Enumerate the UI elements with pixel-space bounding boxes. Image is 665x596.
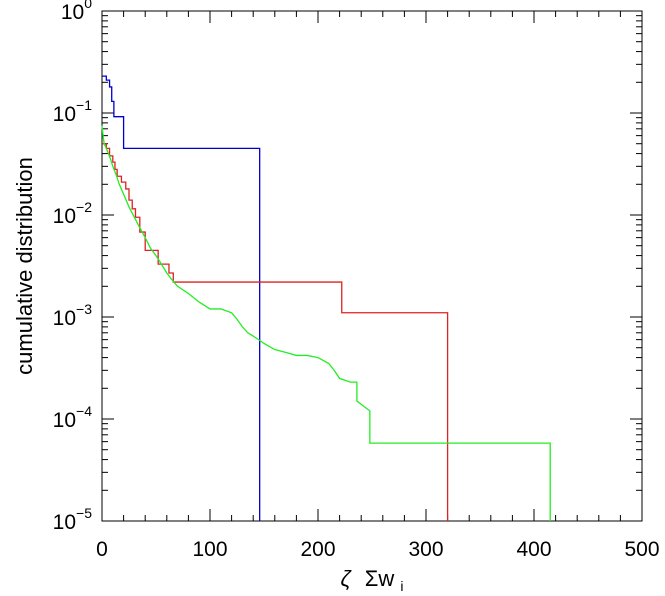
series-line-2: [102, 143, 449, 521]
x-axis-ticks: 0 100 200 300 400 500: [96, 11, 660, 561]
y-axis-label: cumulative distribution: [12, 157, 37, 375]
x-tick-label: 500: [624, 538, 659, 561]
x-tick-label: 400: [516, 538, 551, 561]
series-lines: [101, 75, 551, 521]
y-tick-label: 10−5: [53, 505, 93, 534]
x-tick-label: 100: [192, 538, 227, 561]
y-tick-label: 10−2: [53, 199, 93, 228]
y-tick-base: 10: [53, 103, 76, 126]
x-tick-label: 200: [300, 538, 335, 561]
y-tick-exponent: −3: [76, 301, 92, 317]
y-tick-base: 10: [61, 1, 84, 24]
x-axis-label-sum: Σw: [365, 566, 395, 591]
y-tick-exponent: −2: [76, 199, 92, 215]
x-tick-label: 0: [96, 538, 108, 561]
series-line-1: [102, 75, 261, 521]
x-axis-label-subscript: i: [400, 578, 403, 594]
series-line-3: [101, 125, 551, 521]
y-tick-exponent: −4: [76, 403, 92, 419]
y-tick-base: 10: [53, 511, 76, 534]
y-tick-base: 10: [53, 307, 76, 330]
y-tick-label: 10−3: [53, 301, 93, 330]
plot-frame: [101, 10, 643, 522]
y-tick-label: 10−1: [53, 97, 93, 126]
y-tick-base: 10: [53, 205, 76, 228]
x-tick-label: 300: [408, 538, 443, 561]
y-tick-base: 10: [53, 409, 76, 432]
y-tick-exponent: −5: [76, 505, 92, 521]
y-tick-label: 10−4: [53, 403, 93, 432]
x-axis-label-symbol: ζ: [340, 566, 352, 591]
y-tick-exponent: 0: [84, 0, 92, 11]
y-tick-exponent: −1: [76, 97, 92, 113]
y-tick-label: 100: [61, 0, 92, 24]
x-axis-label: ζ Σw i: [340, 566, 403, 594]
